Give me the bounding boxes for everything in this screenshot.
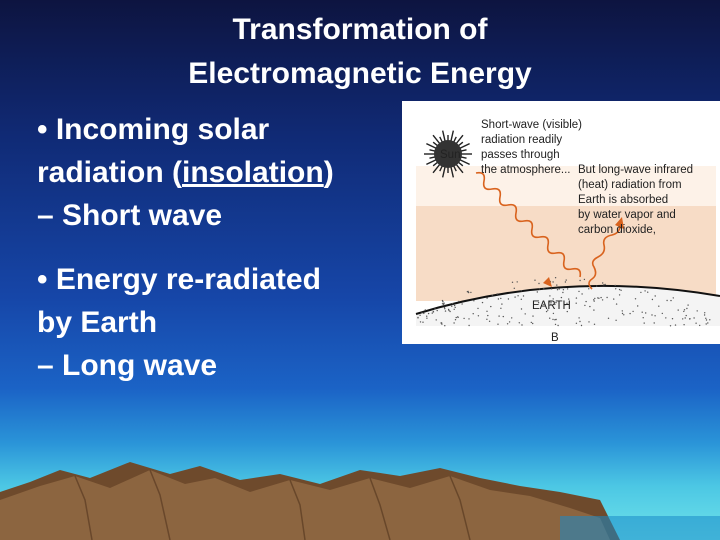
longwave-text-1: But long-wave infrared — [578, 164, 693, 176]
bullet-1-text-after: ) — [323, 156, 334, 189]
longwave-arrow — [588, 224, 621, 290]
shortwave-text-3: passes through — [481, 149, 560, 161]
shortwave-text-4: the atmosphere... — [481, 164, 571, 176]
shortwave-arrow — [475, 171, 582, 278]
shoreline — [560, 516, 720, 540]
shortwave-text-2: radiation readily — [481, 134, 562, 146]
longwave-arrowhead — [615, 217, 624, 229]
longwave-text-2: (heat) radiation from — [578, 179, 682, 191]
bullet-incoming-solar: • Incoming solar radiation (insolation) … — [37, 108, 334, 237]
longwave-text-4: by water vapor and — [578, 209, 676, 221]
earth-surface-line — [415, 284, 720, 315]
panel-label: B — [551, 332, 559, 344]
bullet-1-subpoint: – Short wave — [37, 199, 223, 232]
mountain-ridges — [74, 469, 471, 540]
atmosphere-band — [416, 206, 716, 301]
bullet-2-subpoint: – Long wave — [37, 349, 218, 382]
mountain-range-front — [0, 470, 610, 540]
bullet-1-line-2: radiation (insolation) — [37, 151, 334, 194]
slide-title: Transformation of Electromagnetic Energy — [100, 8, 620, 96]
shortwave-arrowhead — [543, 277, 552, 287]
earth-speckle — [417, 277, 711, 327]
shortwave-text-1: Short-wave (visible) — [481, 119, 582, 131]
longwave-text-5: carbon dioxide, — [578, 224, 656, 236]
sun-label: Sun — [440, 149, 460, 161]
bullet-energy-reradiated: • Energy re-radiated by Earth – Long wav… — [37, 258, 321, 387]
bullet-2-line-2: by Earth — [37, 306, 158, 339]
title-line-1: Transformation of — [232, 13, 488, 46]
longwave-text-3: Earth is absorbed — [578, 194, 668, 206]
title-line-2: Electromagnetic Energy — [188, 57, 532, 90]
radiation-diagram: Sun Short-wave (visible) radiation readi… — [402, 101, 720, 344]
sun-icon — [424, 130, 472, 178]
insolation-term: insolation — [182, 156, 324, 189]
bullet-2-line-1: • Energy re-radiated — [37, 263, 321, 296]
earth-label: EARTH — [532, 300, 571, 312]
bullet-1-line-1: • Incoming solar — [37, 113, 270, 146]
bullet-1-text-before: radiation ( — [37, 156, 183, 189]
